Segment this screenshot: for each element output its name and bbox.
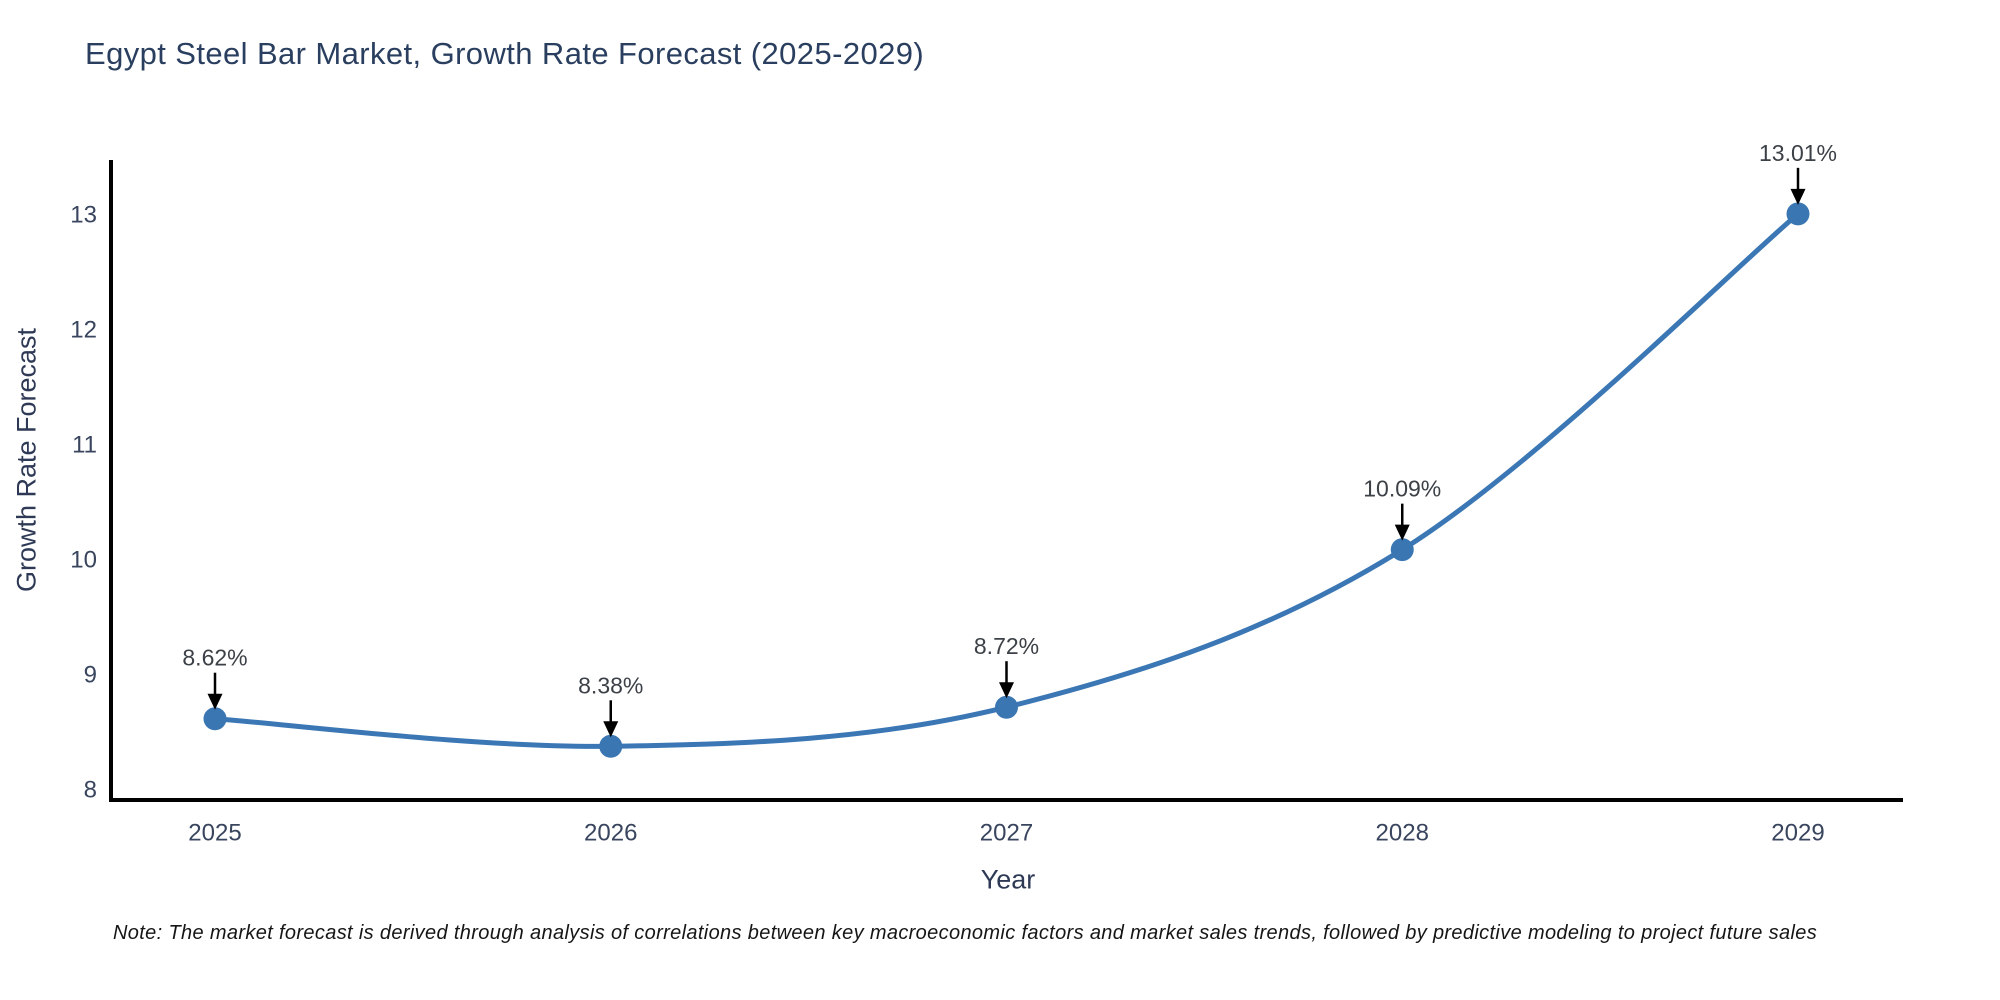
data-point-label: 13.01% bbox=[1759, 140, 1837, 166]
x-tick-label: 2025 bbox=[188, 820, 241, 847]
data-point-marker bbox=[1786, 202, 1810, 226]
x-tick-label: 2029 bbox=[1771, 820, 1824, 847]
annotation-arrow-head bbox=[207, 693, 223, 710]
forecast-line bbox=[212, 211, 1801, 749]
data-point-marker bbox=[995, 695, 1018, 719]
chart-title: Egypt Steel Bar Market, Growth Rate Fore… bbox=[85, 36, 925, 71]
y-tick-label: 10 bbox=[70, 547, 97, 574]
y-tick-label: 13 bbox=[70, 202, 97, 229]
x-tick-label: 2028 bbox=[1376, 820, 1429, 847]
annotation-arrow-head bbox=[603, 721, 619, 738]
x-tick-label: 2026 bbox=[584, 820, 637, 847]
annotation-arrow-head bbox=[1790, 188, 1806, 205]
data-point-marker bbox=[203, 707, 227, 731]
x-axis-title: Year bbox=[980, 864, 1036, 895]
data-point-label: 8.72% bbox=[974, 633, 1039, 659]
data-point-label: 8.62% bbox=[182, 645, 247, 671]
data-point-marker bbox=[1390, 538, 1414, 562]
data-point-label: 10.09% bbox=[1363, 476, 1441, 502]
data-point-marker bbox=[599, 734, 623, 758]
data-point-label: 8.38% bbox=[578, 672, 643, 698]
y-tick-label: 12 bbox=[70, 317, 97, 344]
x-tick-label: 2027 bbox=[980, 820, 1033, 847]
footnote: Note: The market forecast is derived thr… bbox=[113, 922, 1818, 944]
annotation-arrow-head bbox=[999, 682, 1014, 699]
y-tick-label: 11 bbox=[72, 432, 97, 459]
annotation-arrow-head bbox=[1394, 524, 1410, 541]
y-tick-label: 9 bbox=[84, 662, 97, 689]
y-tick-label: 8 bbox=[84, 777, 97, 804]
